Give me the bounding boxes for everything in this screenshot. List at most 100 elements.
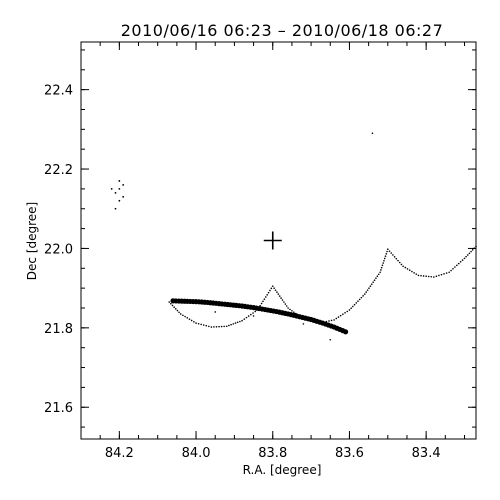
arc-point — [300, 316, 303, 319]
arc-point — [408, 269, 411, 272]
arc-point — [435, 275, 438, 278]
arc-point — [277, 293, 280, 295]
arc-point — [252, 312, 254, 314]
arc-point — [174, 308, 177, 310]
arc-point — [266, 294, 268, 296]
data-points — [110, 132, 477, 341]
arc-point — [370, 283, 373, 285]
cluster-point — [122, 195, 125, 198]
arc-point — [328, 320, 330, 322]
arc-point — [323, 321, 325, 323]
arc-point — [377, 273, 380, 276]
arc-point — [342, 313, 344, 316]
cluster-point — [118, 180, 121, 182]
arc-point — [397, 259, 399, 262]
arc-point — [200, 323, 202, 326]
arc-point — [395, 257, 398, 260]
arc-point — [386, 250, 388, 253]
arc-point — [382, 262, 384, 264]
arc-point — [225, 325, 228, 328]
arc-point — [448, 271, 450, 274]
arc-point — [205, 324, 208, 327]
arc-point — [402, 265, 404, 268]
arc-point — [443, 273, 445, 275]
cluster-point — [122, 184, 125, 186]
arc-point — [285, 305, 288, 307]
arc-point — [381, 264, 384, 267]
cluster-point — [110, 187, 113, 190]
isolated-point — [371, 132, 374, 135]
arc-point — [179, 313, 182, 315]
arc-point — [366, 289, 369, 291]
plot-frame — [80, 41, 477, 440]
chart-title: 2010/06/16 06:23 – 2010/06/18 06:27 — [121, 21, 444, 40]
arc-point — [330, 319, 333, 322]
arc-point — [276, 291, 278, 293]
y-tick-label: 22.4 — [44, 84, 73, 99]
arc-point — [376, 275, 379, 278]
isolated-point — [252, 315, 255, 317]
arc-point — [239, 320, 241, 323]
arc-point — [320, 321, 323, 324]
arc-point — [193, 320, 195, 323]
arc-point — [333, 319, 335, 321]
arc-point — [380, 269, 382, 271]
arc-point — [404, 266, 407, 269]
arc-point — [358, 298, 361, 301]
arc-point — [471, 249, 474, 251]
arc-point — [379, 271, 381, 274]
plot-border — [80, 41, 477, 440]
arc-point — [325, 320, 328, 323]
arc-point — [243, 318, 246, 320]
arc-point — [178, 311, 180, 314]
arc-point — [289, 308, 291, 311]
arc-point — [273, 287, 275, 289]
arc-point — [390, 252, 393, 254]
arc-point — [236, 321, 239, 324]
x-tick-label: 83.8 — [258, 446, 287, 461]
arc-point — [291, 309, 293, 312]
arc-point — [365, 291, 367, 293]
arc-point — [223, 325, 225, 328]
arc-point — [176, 309, 179, 312]
arc-point — [271, 285, 274, 287]
arc-point — [398, 261, 401, 264]
arc-point — [220, 325, 223, 328]
arc-point — [259, 304, 261, 307]
cluster-point — [114, 207, 117, 210]
arc-point — [230, 323, 232, 326]
arc-point — [372, 281, 374, 283]
arc-point — [363, 293, 366, 295]
arc-point — [281, 299, 284, 301]
arc-point — [454, 266, 456, 268]
arc-point — [184, 315, 186, 318]
arc-point — [440, 273, 443, 276]
arc-point — [208, 325, 210, 328]
arc-point — [463, 257, 466, 260]
arc-point — [335, 317, 338, 320]
arc-point — [383, 257, 386, 260]
arc-point — [173, 306, 175, 308]
arc-point — [406, 268, 409, 270]
arc-point — [287, 307, 289, 309]
arc-point — [337, 316, 340, 318]
arc-point — [254, 310, 257, 313]
arc-point — [262, 300, 264, 303]
arc-point — [245, 316, 248, 319]
arc-point — [210, 326, 213, 328]
arc-point — [283, 301, 285, 303]
arc-point — [274, 289, 277, 291]
arc-point — [202, 324, 205, 326]
arc-point — [427, 275, 430, 278]
arc-point — [417, 274, 420, 277]
arc-point — [362, 295, 364, 297]
arc-point — [392, 254, 394, 256]
arc-point — [215, 325, 218, 328]
isolated-point — [214, 311, 217, 313]
arc-point — [270, 287, 273, 290]
isolated-point — [329, 338, 332, 341]
arc-point — [346, 310, 349, 313]
arc-point — [393, 256, 396, 258]
arc-point — [298, 315, 301, 318]
